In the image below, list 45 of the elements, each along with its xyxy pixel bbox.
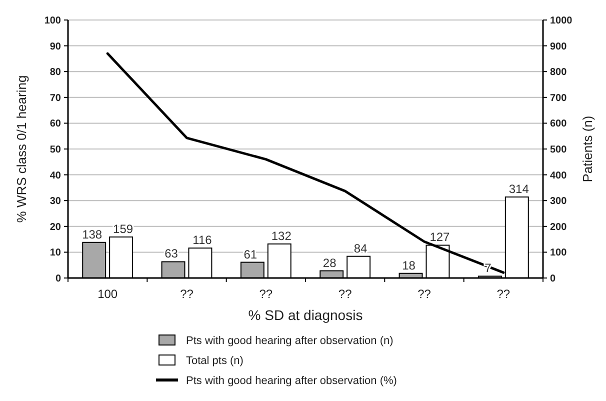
x-tick-label: ?? <box>259 287 273 301</box>
x-tick-label: ?? <box>180 287 194 301</box>
data-label: 18 <box>402 258 416 272</box>
y2-tick-label: 500 <box>550 144 568 156</box>
y-tick-label: 90 <box>50 41 62 52</box>
y2-tick-label: 600 <box>550 118 568 130</box>
y2-tick-label: 900 <box>550 41 568 52</box>
y-axis-title: % WRS class 0/1 hearing <box>14 75 29 223</box>
data-label: 28 <box>322 256 337 270</box>
data-label: 127 <box>430 230 450 244</box>
legend-label: Pts with good hearing after observation (n) <box>186 334 394 347</box>
data-label: 61 <box>244 247 258 262</box>
x-tick-label: ?? <box>418 287 432 301</box>
data-label: 63 <box>164 246 178 261</box>
y2-tick-label: 200 <box>550 222 568 233</box>
y-tick-label: 20 <box>50 222 62 233</box>
legend-label: Total pts (n) <box>186 354 244 367</box>
x-tick-label: ?? <box>496 287 510 301</box>
data-label: 159 <box>113 222 134 236</box>
legend-label: Pts with good hearing after observation (%) <box>186 374 397 387</box>
data-label: 116 <box>192 233 212 248</box>
data-label: 84 <box>354 241 368 256</box>
y2-tick-label: 100 <box>550 248 568 259</box>
y-tick-label: 0 <box>55 274 62 284</box>
data-label: 138 <box>82 227 102 242</box>
data-label: 132 <box>271 228 292 243</box>
y2-tick-label: 300 <box>550 196 568 208</box>
y2-tick-label: 0 <box>550 274 556 284</box>
y-tick-label: 40 <box>50 170 62 182</box>
y2-tick-label: 700 <box>550 92 568 104</box>
y2-tick-label: 400 <box>550 170 568 182</box>
y2-axis-title: Patients (n) <box>580 116 595 182</box>
y-tick-label: 10 <box>50 248 62 259</box>
y-tick-label: 50 <box>50 144 62 156</box>
x-tick-label: ?? <box>338 287 352 301</box>
data-label: 314 <box>508 182 530 196</box>
x-axis-title: % SD at diagnosis <box>248 307 363 323</box>
y-tick-label: 100 <box>44 16 62 26</box>
y-tick-label: 70 <box>50 92 62 104</box>
y2-tick-label: 800 <box>550 67 568 78</box>
x-tick-label: 100 <box>98 287 118 301</box>
y-tick-label: 60 <box>50 118 62 130</box>
y-tick-label: 30 <box>50 196 62 208</box>
y2-tick-label: 1000 <box>550 16 573 26</box>
y-tick-label: 80 <box>50 67 62 78</box>
